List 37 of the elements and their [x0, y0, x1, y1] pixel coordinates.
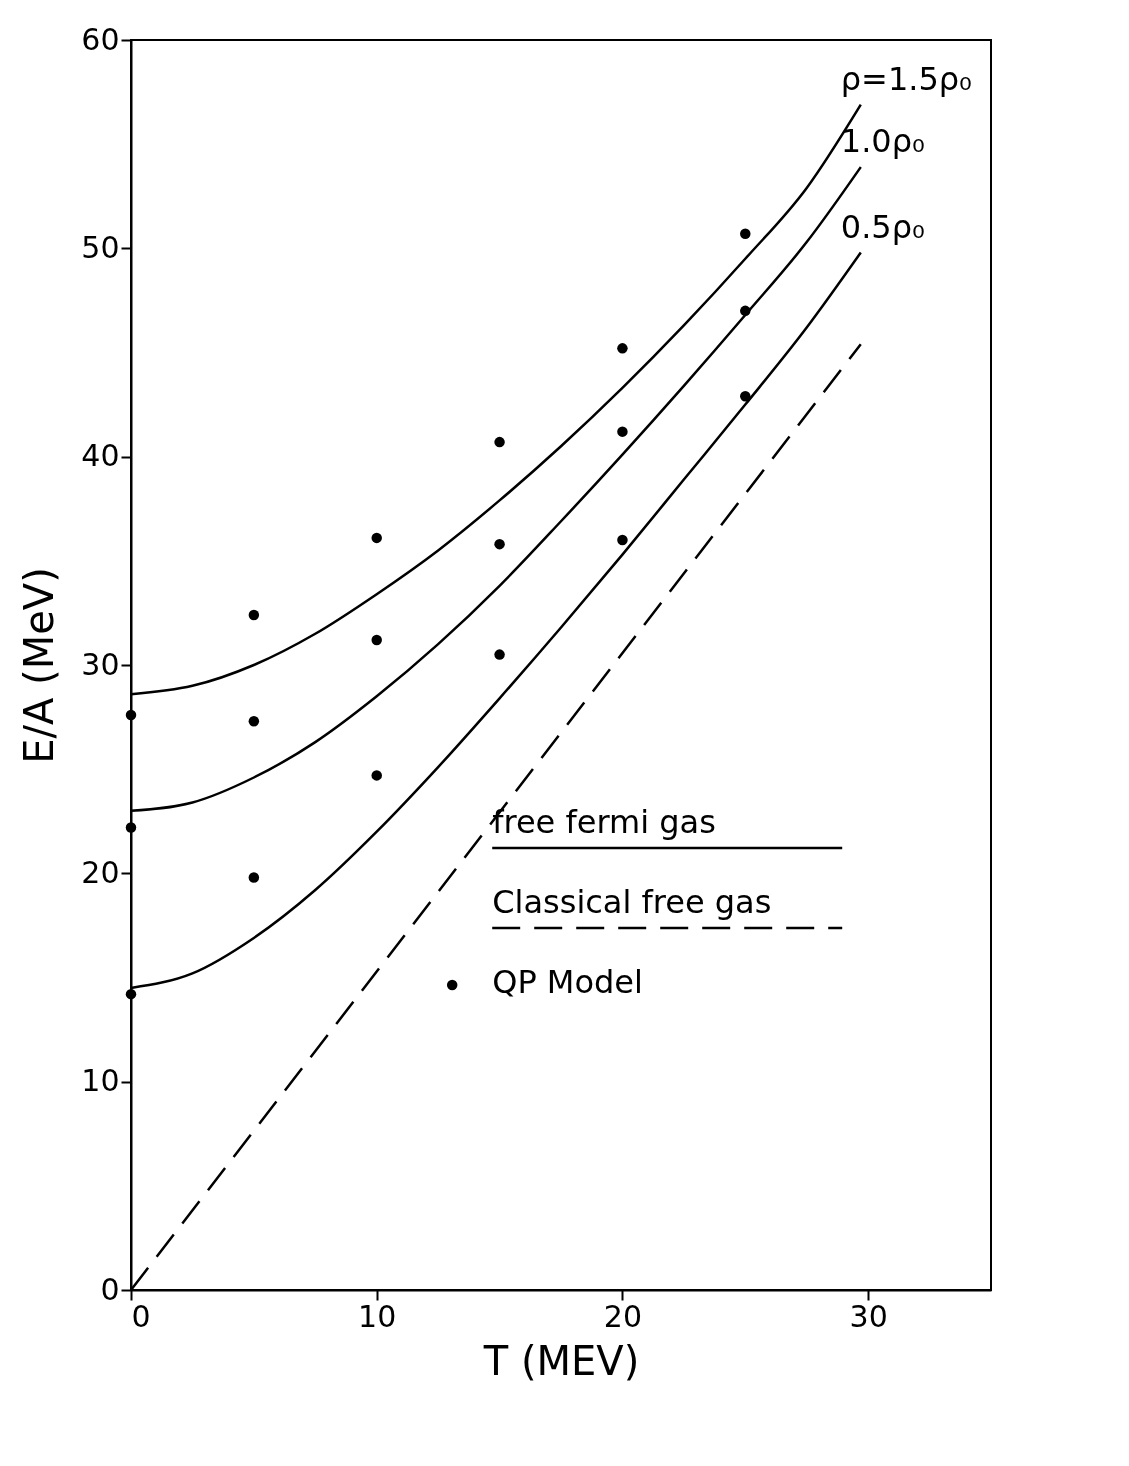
point [248, 716, 260, 727]
y-tick-label: 50 [81, 229, 120, 265]
x-tick-label: 30 [849, 1298, 888, 1334]
annotation: free fermi gas [492, 803, 716, 841]
point [371, 634, 382, 646]
point [494, 436, 505, 448]
x-tick-label: 10 [358, 1298, 397, 1334]
y-tick-label: 40 [81, 438, 120, 474]
x-tick-label: 0 [131, 1298, 151, 1334]
y-tick-label: 60 [81, 21, 120, 57]
point [125, 822, 137, 833]
y-tick-label: 20 [81, 854, 120, 890]
y-axis-title: E/A (MeV) [16, 567, 63, 764]
point [494, 649, 505, 660]
point [371, 770, 382, 781]
point [494, 538, 505, 550]
point [617, 343, 628, 354]
point [617, 426, 628, 437]
point [248, 872, 260, 883]
point [740, 305, 751, 317]
point [740, 228, 751, 239]
series-label: Classical free gas [492, 883, 772, 921]
point [125, 988, 137, 1000]
y-tick-label: 30 [81, 646, 120, 682]
point [125, 709, 137, 721]
series-label: 1.0ρ₀ [840, 122, 925, 161]
point [371, 532, 382, 544]
y-tick-label: 0 [100, 1271, 120, 1307]
legend-label: QP Model [492, 963, 643, 1001]
point [740, 391, 751, 402]
point [248, 609, 260, 621]
series-label: ρ=1.5ρ₀ [840, 59, 972, 98]
point [617, 534, 628, 546]
y-tick-label: 10 [81, 1063, 120, 1099]
x-tick-label: 20 [603, 1298, 643, 1334]
series-label: 0.5ρ₀ [840, 207, 925, 246]
x-axis-title: T (MEV) [482, 1337, 640, 1384]
